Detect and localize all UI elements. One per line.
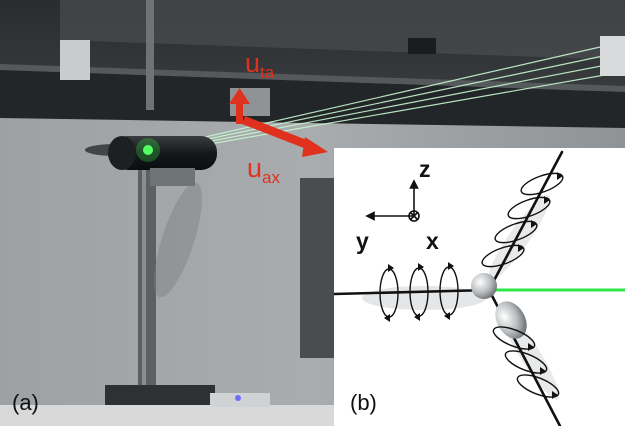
rail-bracket-1 (60, 40, 90, 80)
panel-label-a: (a) (12, 390, 39, 415)
label-u-ax-subscript: ax (262, 168, 280, 187)
overhead-rail-top (0, 64, 625, 92)
nacelle (112, 136, 217, 170)
panel-label-b: (b) (350, 390, 377, 415)
laser-spot (143, 145, 153, 155)
coordinate-triad (365, 179, 420, 222)
tower-highlight (142, 170, 146, 390)
arrow-axial (242, 116, 328, 157)
vortex-arrows-upper (518, 172, 563, 252)
label-u-ta-subscript: ta (260, 63, 275, 82)
laser-head (600, 36, 625, 76)
label-u-ta: uta (245, 48, 275, 82)
label-u-ax: uax (247, 153, 280, 187)
vortex-rings-lower (492, 326, 560, 398)
axis-label-y: y (356, 228, 369, 254)
rotor-hub (471, 273, 497, 299)
nacelle-hub (108, 136, 136, 170)
equipment-led (235, 395, 241, 401)
tower-base (105, 385, 215, 405)
laser-glow (136, 138, 160, 162)
arrow-tangential (229, 88, 250, 124)
ceiling-beam (146, 0, 154, 110)
nacelle-body (495, 301, 527, 339)
turbine-tower (138, 170, 156, 390)
ceiling-panel (60, 0, 625, 60)
doorway (300, 178, 340, 358)
vortex-arrows-lower (528, 343, 558, 399)
ceiling-camera (408, 38, 436, 54)
axis-label-z: z (419, 156, 431, 182)
overhead-rail (0, 70, 625, 128)
wake-shadow-upper (488, 195, 550, 281)
laser-beams (169, 41, 623, 152)
rotor-schematic: z y x (b) (334, 148, 625, 426)
schematic-drawing (334, 150, 625, 426)
vortex-rings-upper (481, 172, 564, 268)
axis-label-x: x (426, 228, 439, 254)
nacelle-mount (150, 168, 195, 186)
blade-blur (154, 182, 202, 298)
vortex-arrows-left (384, 262, 454, 322)
